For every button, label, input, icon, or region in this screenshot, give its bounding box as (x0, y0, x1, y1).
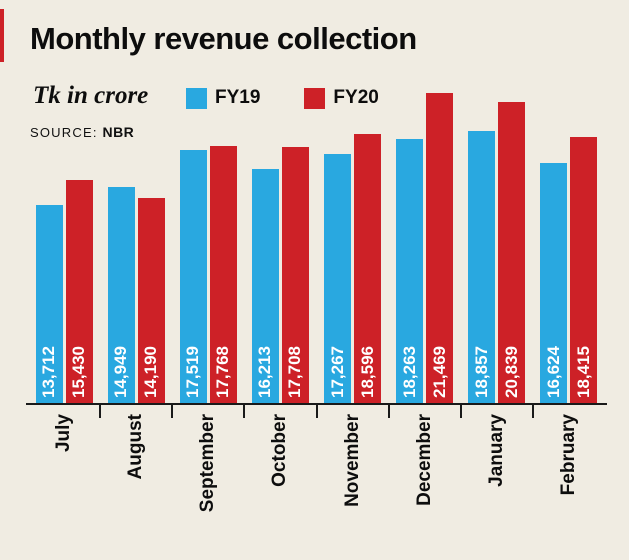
axis-tick (171, 404, 174, 418)
category-cell-january: January (461, 414, 533, 560)
bar-group-september: 17,519 17,768 (172, 146, 244, 403)
source-line: SOURCE: NBR (30, 124, 134, 140)
legend-swatch-fy20 (304, 87, 326, 109)
bar-value-label: 17,708 (285, 346, 305, 398)
bar-fy20-january: 20,839 (498, 102, 526, 403)
bar-group-january: 18,857 20,839 (461, 102, 533, 403)
bar-fy19-july: 13,712 (35, 205, 63, 403)
axis-tick (315, 404, 318, 418)
category-cell-december: December (389, 414, 461, 560)
legend-swatch-fy19 (186, 87, 207, 109)
bar-value-label: 14,190 (141, 346, 161, 398)
bar-value-label: 14,949 (111, 346, 131, 398)
accent-bar (0, 9, 4, 62)
bar-value-label: 21,469 (429, 346, 449, 398)
axis-tick (243, 404, 246, 418)
bar-group-november: 17,267 18,596 (317, 134, 389, 403)
bar-value-label: 18,596 (357, 346, 377, 398)
bar-group-august: 14,949 14,190 (100, 187, 172, 403)
bar-group-february: 16,624 18,415 (533, 137, 605, 403)
category-label: January (485, 414, 507, 487)
legend-item-fy20: FY20 (304, 87, 379, 109)
bar-fy19-january: 18,857 (468, 131, 496, 403)
bar-fy19-october: 16,213 (251, 169, 279, 403)
category-labels-row: July August September October November Decemb… (28, 414, 605, 560)
legend-item-fy19: FY19 (186, 87, 260, 109)
category-label: August (125, 414, 147, 480)
category-cell-july: July (28, 414, 100, 560)
chart-subtitle: Tk in crore (33, 82, 149, 109)
bar-fy19-november: 17,267 (324, 154, 352, 403)
bar-fy19-august: 14,949 (107, 187, 135, 403)
bar-value-label: 18,415 (573, 346, 593, 398)
axis-ticks (28, 404, 605, 418)
bar-value-label: 15,430 (69, 346, 89, 398)
category-cell-october: October (244, 414, 316, 560)
category-cell-november: November (317, 414, 389, 560)
chart-title: Monthly revenue collection (30, 21, 417, 56)
bar-group-july: 13,712 15,430 (28, 180, 100, 403)
bar-fy20-october: 17,708 (281, 147, 309, 403)
bar-fy19-february: 16,624 (540, 163, 568, 403)
axis-tick (531, 404, 534, 418)
bar-fy19-december: 18,263 (396, 139, 424, 403)
bar-value-label: 18,857 (471, 346, 491, 398)
bar-fy20-november: 18,596 (354, 134, 382, 403)
category-label: November (341, 414, 363, 507)
bar-chart-area: 13,712 15,430 14,949 14,190 17,519 17,768 16,2… (28, 93, 605, 403)
axis-tick (99, 404, 102, 418)
bar-value-label: 16,213 (255, 346, 275, 398)
bar-value-label: 20,839 (501, 346, 521, 398)
bar-fy20-september: 17,768 (209, 146, 237, 403)
bar-group-october: 16,213 17,708 (244, 147, 316, 403)
category-label: September (197, 414, 219, 513)
bar-value-label: 17,768 (213, 346, 233, 398)
category-label: December (413, 414, 435, 506)
bar-value-label: 18,263 (399, 346, 419, 398)
axis-tick (387, 404, 390, 418)
bar-value-label: 16,624 (543, 346, 563, 398)
bar-fy20-august: 14,190 (137, 198, 165, 403)
category-cell-february: February (533, 414, 605, 560)
source-label: SOURCE: (30, 125, 98, 140)
category-cell-august: August (100, 414, 172, 560)
bar-value-label: 13,712 (39, 346, 59, 398)
bar-fy19-september: 17,519 (179, 150, 207, 403)
bar-fy20-july: 15,430 (65, 180, 93, 403)
category-cell-september: September (172, 414, 244, 560)
category-label: July (53, 414, 75, 453)
category-label: February (557, 414, 579, 496)
legend-label: FY20 (333, 87, 379, 108)
bar-value-label: 17,519 (183, 346, 203, 398)
source-value: NBR (102, 124, 135, 140)
category-label: October (269, 414, 291, 487)
legend-label: FY19 (215, 87, 261, 108)
legend: FY19 FY20 (186, 87, 379, 109)
bar-fy20-december: 21,469 (426, 93, 454, 403)
axis-tick (459, 404, 462, 418)
bar-fy20-february: 18,415 (570, 137, 598, 403)
bar-value-label: 17,267 (327, 346, 347, 398)
bar-group-december: 18,263 21,469 (389, 93, 461, 403)
